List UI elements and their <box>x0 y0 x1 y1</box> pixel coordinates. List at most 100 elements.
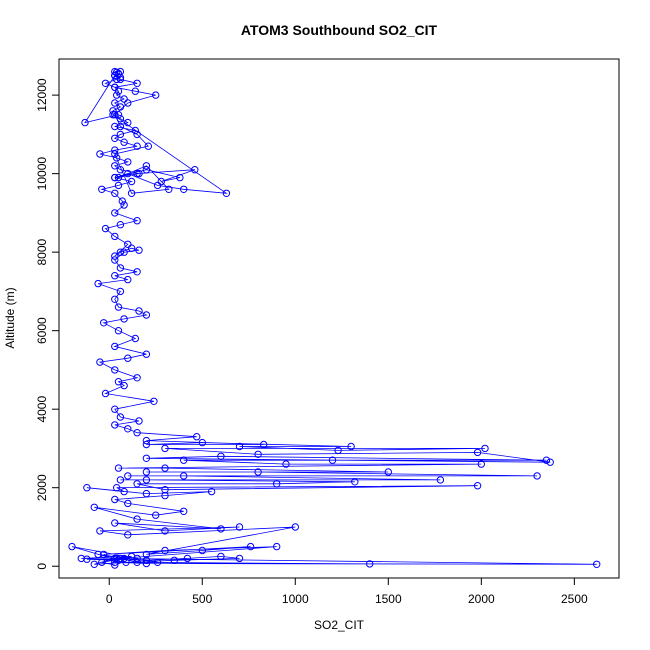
data-point <box>111 209 119 217</box>
data-point <box>111 189 119 198</box>
data-point <box>111 232 119 241</box>
y-tick-label: 12000 <box>35 78 49 112</box>
x-tick-label: 2000 <box>468 592 495 606</box>
data-point <box>101 79 110 88</box>
data-point <box>100 550 108 559</box>
data-point <box>111 405 119 413</box>
data-point <box>122 558 130 566</box>
data-point <box>152 511 160 519</box>
data-point <box>142 162 151 170</box>
data-point <box>142 166 151 174</box>
series-line <box>71 71 597 566</box>
data-point <box>180 185 188 194</box>
data-point <box>384 468 392 476</box>
data-point <box>116 122 125 131</box>
data-point <box>111 173 119 182</box>
data-point <box>135 307 143 315</box>
data-point <box>152 91 160 99</box>
data-point <box>161 444 169 453</box>
data-point <box>131 334 140 343</box>
data-point <box>114 111 123 119</box>
data-point <box>127 177 136 186</box>
data-point <box>111 252 119 260</box>
data-point <box>133 429 141 437</box>
data-point <box>142 454 151 462</box>
y-tick-label: 8000 <box>35 238 49 265</box>
data-point <box>142 436 151 445</box>
x-axis: 0 500 1000 1500 2000 2500 <box>106 577 588 606</box>
y-tick-label: 6000 <box>35 317 49 344</box>
data-point <box>142 476 151 484</box>
data-point <box>111 150 119 158</box>
data-point <box>235 442 244 451</box>
x-tick-label: 1000 <box>282 592 309 606</box>
data-point <box>124 240 132 249</box>
data-point <box>116 476 125 484</box>
data-point <box>116 554 125 563</box>
data-point <box>81 118 89 127</box>
data-point <box>68 542 76 551</box>
data-point <box>533 472 541 480</box>
data-point <box>111 342 119 351</box>
x-tick-label: 500 <box>192 592 212 606</box>
data-point <box>133 142 141 150</box>
data-point <box>109 107 117 115</box>
data-point <box>116 166 125 174</box>
data-point <box>111 99 119 107</box>
data-point <box>183 554 192 563</box>
data-point <box>77 554 86 563</box>
data-point <box>116 103 125 111</box>
data-point <box>111 162 119 170</box>
data-point <box>142 440 151 449</box>
data-point <box>473 448 482 457</box>
data-point <box>124 158 132 166</box>
data-point <box>142 489 151 498</box>
data-point <box>118 197 127 205</box>
data-point <box>217 452 225 460</box>
data-point <box>116 115 125 123</box>
data-point <box>131 126 140 135</box>
data-point <box>133 558 141 566</box>
data-point <box>120 381 128 390</box>
data-point <box>133 268 141 276</box>
data-point <box>111 146 119 154</box>
data-point <box>114 556 123 564</box>
y-tick-label: 0 <box>35 563 49 570</box>
data-point <box>113 484 121 492</box>
data-point <box>111 495 119 504</box>
data-point <box>133 79 141 88</box>
data-point <box>120 138 128 146</box>
data-point <box>124 425 132 433</box>
data-point <box>111 366 119 374</box>
data-point <box>142 468 151 476</box>
data-point <box>111 83 119 92</box>
data-point <box>114 464 123 472</box>
data-point <box>114 69 123 78</box>
data-point <box>124 99 132 107</box>
data-point <box>111 558 119 566</box>
data-point <box>124 531 132 539</box>
data-point <box>114 327 123 335</box>
data-point <box>94 550 102 559</box>
data-point <box>133 169 141 178</box>
data-point <box>100 319 108 327</box>
data-point <box>291 523 299 531</box>
data-point <box>142 350 151 358</box>
data-point <box>235 554 244 563</box>
data-point <box>116 264 125 272</box>
data-point <box>133 480 141 488</box>
data-point <box>133 217 141 225</box>
x-axis-label: SO2_CIT <box>314 618 365 632</box>
data-point <box>135 246 143 254</box>
data-point <box>113 91 121 99</box>
data-point <box>127 552 136 561</box>
y-axis: 0 2000 4000 6000 8000 10000 12000 <box>35 78 60 570</box>
data-point <box>83 555 91 563</box>
data-point <box>124 499 132 508</box>
data-point <box>193 433 201 441</box>
data-point <box>161 527 169 535</box>
data-point <box>481 444 489 453</box>
data-point <box>111 111 119 119</box>
data-point <box>96 527 104 535</box>
data-point <box>142 559 151 568</box>
